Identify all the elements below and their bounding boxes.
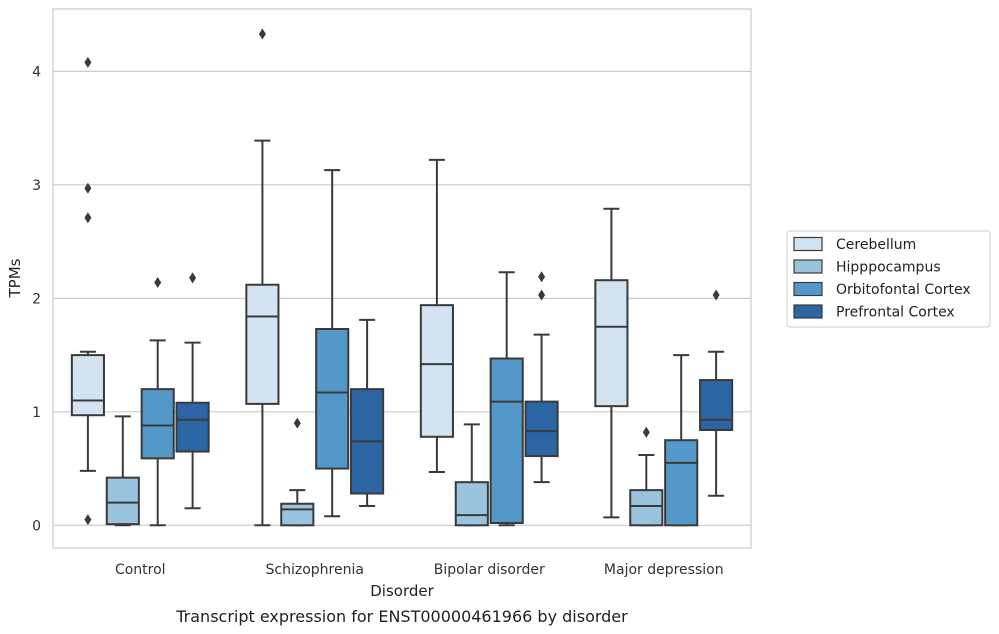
legend-label: Hipppocampus xyxy=(836,260,941,276)
box-1-1 xyxy=(280,417,315,527)
x-tick-label: Schizophrenia xyxy=(266,562,364,578)
outlier-point xyxy=(642,426,650,438)
outlier-point xyxy=(538,271,546,283)
outlier-point xyxy=(293,417,301,429)
box-2-0 xyxy=(419,158,454,473)
box-1-0 xyxy=(245,28,280,527)
box-body xyxy=(594,279,629,408)
box-body xyxy=(419,304,454,438)
box-2-1 xyxy=(454,423,489,527)
box-body xyxy=(280,502,315,527)
outlier-point xyxy=(154,276,162,288)
box-body xyxy=(524,400,559,458)
box-3-2 xyxy=(664,354,699,527)
outlier-point xyxy=(84,182,92,194)
box-1-3 xyxy=(350,318,385,508)
x-tick-label: Major depression xyxy=(604,562,724,578)
outlier-point xyxy=(84,56,92,68)
box-3-0 xyxy=(594,207,629,519)
y-tick-label: 2 xyxy=(32,291,41,307)
box-body xyxy=(105,476,140,526)
box-0-1 xyxy=(105,415,140,527)
x-tick-label: Control xyxy=(115,562,166,578)
legend-label: Prefrontal Cortex xyxy=(836,305,955,321)
y-tick-label: 4 xyxy=(32,64,41,80)
legend-swatch xyxy=(793,304,823,319)
x-tick-label: Bipolar disorder xyxy=(434,562,545,578)
box-3-1 xyxy=(629,426,664,527)
legend-swatch xyxy=(793,259,823,274)
outlier-point xyxy=(84,212,92,224)
box-body xyxy=(245,283,280,405)
legend-swatch xyxy=(793,281,823,297)
y-tick-label: 1 xyxy=(32,405,41,421)
box-body xyxy=(70,354,105,417)
legend-label: Cerebellum xyxy=(836,237,916,253)
box-body xyxy=(454,481,489,527)
box-0-3 xyxy=(175,272,210,510)
box-body xyxy=(175,401,210,453)
box-2-3 xyxy=(524,271,559,484)
box-body xyxy=(699,379,734,431)
outlier-point xyxy=(712,289,720,301)
box-body xyxy=(140,388,175,460)
box-series xyxy=(70,28,734,527)
outlier-point xyxy=(258,28,266,40)
box-body xyxy=(315,327,350,470)
legend: Cerebellum Hipppocampus Orbitofontal Corte… xyxy=(786,230,991,328)
chart-caption: Transcript expression for ENST0000046196… xyxy=(175,607,628,626)
box-0-0 xyxy=(70,56,105,526)
box-1-2 xyxy=(315,169,350,518)
x-axis-label: Disorder xyxy=(370,582,434,600)
box-3-3 xyxy=(699,289,734,497)
outlier-point xyxy=(538,289,546,301)
y-tick-label: 0 xyxy=(32,518,41,534)
box-body xyxy=(489,357,524,525)
box-0-2 xyxy=(140,276,175,527)
box-body xyxy=(664,439,699,527)
y-tick-labels: 0 1 2 3 4 xyxy=(32,64,41,534)
y-axis-label: TPMs xyxy=(6,258,24,298)
legend-frame xyxy=(786,230,991,328)
outlier-point xyxy=(84,514,92,526)
outlier-point xyxy=(189,272,197,284)
box-body xyxy=(629,489,664,527)
x-tick-labels: Control Schizophrenia Bipolar disorder Majo… xyxy=(115,562,724,578)
legend-label: Orbitofontal Cortex xyxy=(836,282,971,298)
legend-swatch xyxy=(793,236,823,252)
y-tick-label: 3 xyxy=(32,178,41,194)
box-2-2 xyxy=(489,271,524,527)
